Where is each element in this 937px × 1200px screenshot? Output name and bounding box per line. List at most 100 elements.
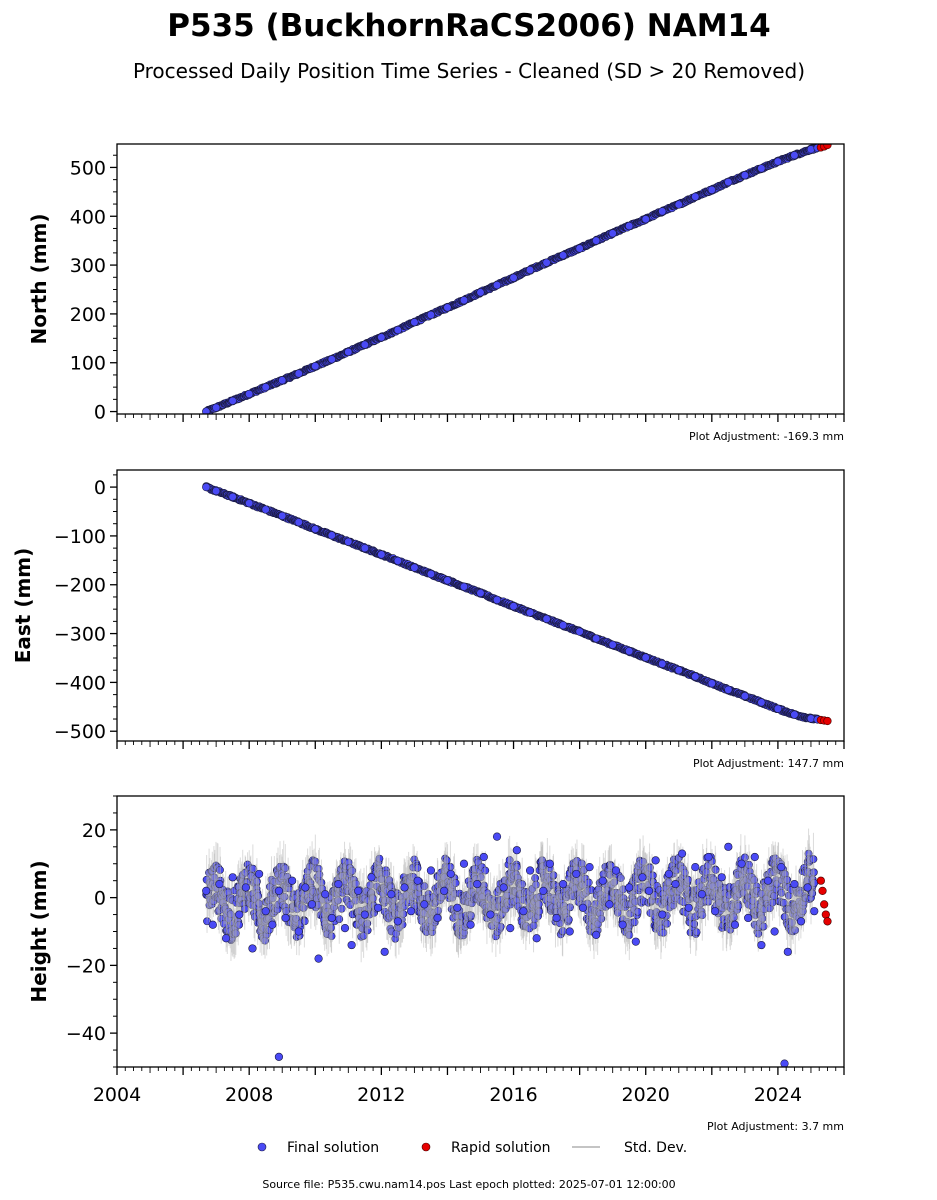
final-point bbox=[704, 852, 713, 862]
final-point bbox=[254, 869, 264, 879]
final-point bbox=[783, 947, 792, 956]
final-point bbox=[691, 192, 700, 201]
final-point bbox=[641, 653, 650, 662]
final-point bbox=[235, 910, 244, 919]
final-point bbox=[261, 505, 270, 514]
final-point bbox=[806, 145, 816, 154]
plot-adjustment: Plot Adjustment: 3.7 mm bbox=[707, 1120, 844, 1133]
final-point bbox=[592, 236, 601, 245]
final-point bbox=[572, 869, 581, 879]
final-point bbox=[506, 924, 515, 933]
final-point bbox=[608, 640, 617, 649]
panel-2: 20 0 −20 −40 2004 2008 2012 2016 2020 2024 Height … bbox=[27, 795, 845, 1133]
std-dev-bars bbox=[205, 828, 815, 963]
y-tick-label: −200 bbox=[54, 575, 106, 597]
rapid-point bbox=[823, 716, 832, 726]
final-point bbox=[347, 940, 356, 950]
plot-area bbox=[202, 828, 832, 1067]
y-tick-label: 500 bbox=[70, 157, 106, 179]
final-point bbox=[796, 917, 806, 926]
final-point bbox=[288, 876, 297, 885]
final-point bbox=[684, 903, 693, 912]
final-point bbox=[426, 310, 436, 319]
final-point bbox=[387, 890, 396, 899]
legend: Final solution Rapid solution Std. Dev. bbox=[257, 1140, 687, 1156]
final-point bbox=[763, 876, 773, 885]
final-point bbox=[757, 940, 766, 950]
final-point bbox=[344, 537, 353, 546]
y-tick-label: 0 bbox=[94, 402, 106, 424]
final-point bbox=[707, 185, 716, 194]
final-point bbox=[539, 886, 548, 895]
final-point bbox=[780, 1059, 789, 1067]
final-point bbox=[810, 907, 819, 916]
final-point bbox=[294, 518, 303, 527]
final-point bbox=[228, 873, 237, 882]
final-point bbox=[340, 924, 350, 933]
final-point bbox=[631, 937, 640, 946]
final-point bbox=[611, 866, 621, 875]
legend-marker bbox=[257, 1142, 267, 1152]
final-point bbox=[459, 582, 469, 591]
final-point bbox=[373, 903, 383, 912]
final-point bbox=[367, 873, 376, 882]
x-tick-label: 2004 bbox=[93, 1084, 141, 1106]
final-point bbox=[559, 879, 568, 889]
final-point bbox=[393, 917, 402, 926]
final-point bbox=[711, 907, 720, 916]
final-point bbox=[525, 608, 535, 617]
final-point bbox=[413, 876, 422, 885]
final-point bbox=[730, 920, 740, 929]
y-axis-label: Height (mm) bbox=[27, 860, 51, 1002]
plot-area bbox=[202, 144, 832, 414]
rapid-point bbox=[821, 910, 830, 919]
x-tick-label: 2016 bbox=[489, 1084, 537, 1106]
final-point bbox=[393, 325, 402, 335]
rapid-point bbox=[816, 876, 825, 885]
final-point bbox=[532, 934, 541, 943]
final-point bbox=[476, 288, 485, 297]
x-tick-label: 2012 bbox=[357, 1084, 405, 1106]
final-point bbox=[245, 499, 254, 508]
y-tick-label: 400 bbox=[70, 206, 106, 228]
final-point bbox=[278, 376, 287, 385]
final-point bbox=[565, 927, 574, 936]
final-point bbox=[499, 883, 508, 892]
final-point bbox=[400, 883, 409, 892]
final-point bbox=[559, 251, 568, 260]
final-point bbox=[479, 852, 488, 862]
final-point bbox=[261, 383, 270, 392]
final-point bbox=[674, 200, 683, 209]
final-point bbox=[545, 859, 554, 868]
final-point bbox=[790, 879, 799, 889]
final-point bbox=[677, 849, 687, 858]
final-point bbox=[671, 879, 680, 889]
rapid-point bbox=[820, 900, 829, 909]
final-point bbox=[486, 910, 495, 919]
final-point bbox=[294, 369, 303, 378]
final-point bbox=[334, 879, 343, 889]
final-point bbox=[777, 863, 786, 872]
final-point bbox=[294, 927, 303, 936]
final-point bbox=[651, 856, 660, 865]
final-point bbox=[658, 659, 667, 668]
y-tick-label: −500 bbox=[54, 721, 106, 743]
x-tick-label: 2020 bbox=[622, 1084, 670, 1106]
y-tick-label: 0 bbox=[94, 477, 106, 499]
final-point bbox=[208, 920, 217, 929]
final-point bbox=[575, 627, 584, 636]
panel-1: 0 −100 −200 −300 −400 −500 East (mm) Plot Adjus… bbox=[11, 469, 845, 770]
final-point bbox=[327, 355, 336, 364]
y-tick-label: −100 bbox=[54, 526, 106, 548]
final-point bbox=[344, 347, 353, 357]
final-point bbox=[707, 679, 716, 688]
final-point bbox=[697, 890, 707, 899]
y-tick-label: 200 bbox=[70, 304, 106, 326]
final-point bbox=[261, 907, 270, 916]
final-point bbox=[433, 913, 442, 923]
final-point bbox=[750, 852, 759, 862]
final-point bbox=[542, 614, 551, 624]
final-point bbox=[473, 879, 482, 889]
final-point bbox=[658, 910, 667, 919]
